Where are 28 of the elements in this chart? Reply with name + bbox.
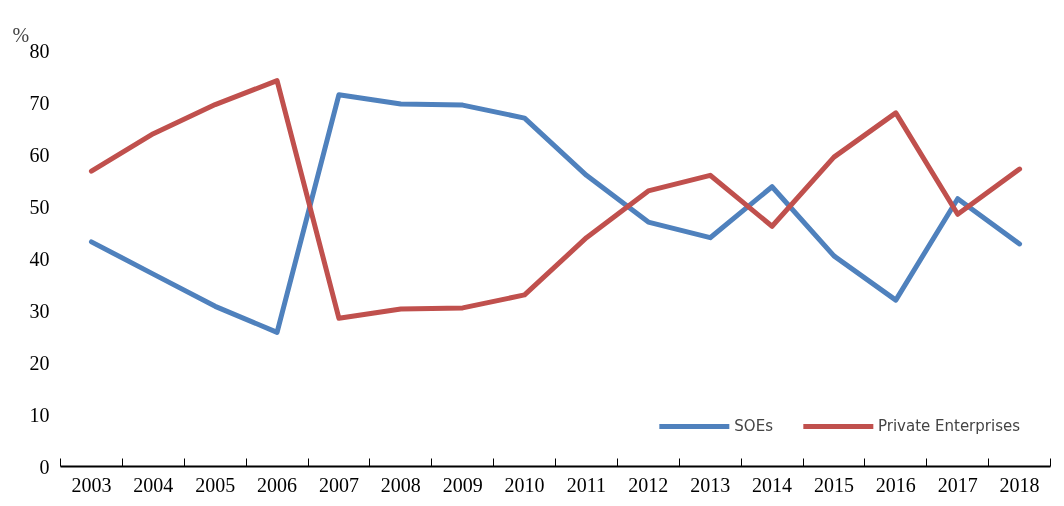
x-tick-label: 2010 [504,473,545,496]
x-tick-label: 2006 [257,473,298,496]
x-tick-label: 2017 [937,473,978,496]
x-tick-label: 2007 [318,473,359,496]
y-tick-label: 40 [29,247,50,270]
x-tick-label: 2005 [195,473,236,496]
x-tick-label: 2013 [690,473,731,496]
x-tick-label: 2003 [71,473,112,496]
x-tick-label: 2011 [566,473,607,496]
x-tick-label: 2008 [380,473,421,496]
x-tick-label: 2012 [628,473,669,496]
legend-label: SOEs [734,417,773,435]
x-tick-label: 2009 [442,473,483,496]
y-tick-label: 30 [29,299,50,322]
x-tick-label: 2014 [752,473,793,496]
x-tick-label: 2004 [133,473,174,496]
legend-label: Private Enterprises [877,417,1020,435]
x-tick-label: 2016 [875,473,916,496]
y-tick-label: 20 [29,351,50,374]
y-tick-label: 60 [29,143,50,166]
y-tick-label: 10 [29,403,50,426]
x-tick-label: 2018 [999,473,1040,496]
y-tick-label: 70 [29,91,50,114]
x-tick-label: 2015 [813,473,854,496]
y-tick-label: 80 [29,39,50,62]
y-axis-title: % [12,23,30,46]
y-tick-label: 50 [29,195,50,218]
y-tick-label: 0 [39,455,50,478]
